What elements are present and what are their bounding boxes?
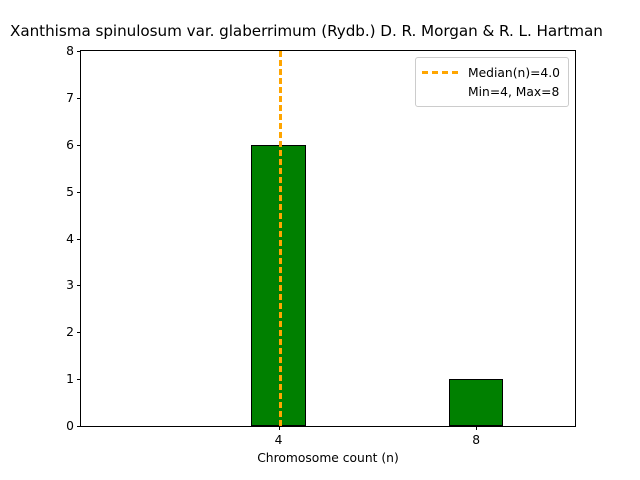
y-axis-tick-label: 8 xyxy=(66,43,74,58)
x-axis-tick-label: 4 xyxy=(274,433,283,447)
x-axis-tick xyxy=(476,426,478,430)
y-axis-tick xyxy=(77,51,81,52)
y-axis-tick-label: 3 xyxy=(66,278,74,293)
y-axis-tick-label: 0 xyxy=(66,418,74,433)
x-axis-tick xyxy=(278,426,280,430)
y-axis-tick xyxy=(77,238,81,240)
plot-area: 0 1 2 3 4 5 6 7 8 4 8 xyxy=(66,45,576,446)
median-line xyxy=(278,51,282,426)
y-axis-tick-label: 5 xyxy=(66,184,74,199)
legend-label: Min=4, Max=8 xyxy=(468,84,560,99)
page-title: Xanthisma spinulosum var. glaberrimum (R… xyxy=(10,22,603,40)
legend-item: Min=4, Max=8 xyxy=(422,82,560,101)
legend-label: Median(n)=4.0 xyxy=(468,65,560,80)
y-axis-tick-label: 7 xyxy=(66,90,74,105)
y-axis-tick xyxy=(77,332,81,334)
plot-canvas xyxy=(81,51,575,426)
y-axis-tick xyxy=(77,191,81,193)
y-axis-tick xyxy=(77,144,81,146)
x-axis-tick-label: 8 xyxy=(472,433,481,447)
legend-item: Median(n)=4.0 xyxy=(422,63,560,82)
y-axis-tick xyxy=(77,97,81,99)
x-axis-label: Chromosome count (n) xyxy=(257,451,399,465)
y-axis-tick xyxy=(77,426,81,427)
y-axis-tick-label: 1 xyxy=(66,371,74,386)
chart-legend: Median(n)=4.0 Min=4, Max=8 xyxy=(415,57,569,107)
y-axis-tick-label: 6 xyxy=(66,137,74,152)
legend-swatch-spacer xyxy=(422,90,458,93)
y-axis-tick-label: 2 xyxy=(66,325,74,340)
bar xyxy=(251,144,306,426)
y-axis-tick xyxy=(77,379,81,381)
y-axis-tick xyxy=(77,285,81,287)
y-axis-tick-label: 4 xyxy=(66,231,74,246)
legend-dashed-line-icon xyxy=(422,71,458,74)
bar xyxy=(449,379,504,426)
